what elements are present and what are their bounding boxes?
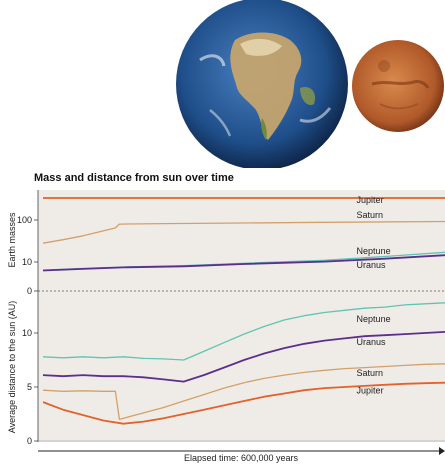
chart-title: Mass and distance from sun over time	[34, 172, 234, 184]
distance-axis-label: Average distance to the sun (AU)	[7, 301, 17, 433]
y-tick-label: 10	[22, 328, 32, 338]
x-axis-arrowhead	[439, 447, 445, 455]
distance-saturn-label: Saturn	[357, 368, 384, 378]
mass-jupiter-label: Jupiter	[357, 195, 384, 205]
y-tick-label: 5	[27, 382, 32, 392]
distance-jupiter-line	[42, 381, 445, 425]
y-tick-label: 10	[22, 257, 32, 267]
chart-background	[38, 190, 445, 442]
mass-uranus-label: Uranus	[357, 260, 387, 270]
y-tick-label: 100	[17, 215, 32, 225]
earth-icon	[176, 0, 348, 168]
planets-illustration	[176, 0, 444, 168]
mass-neptune-label: Neptune	[357, 246, 391, 256]
y-tick-label: 0	[27, 436, 32, 446]
distance-saturn-line	[42, 363, 445, 421]
distance-neptune-line	[42, 302, 445, 361]
distance-uranus-label: Uranus	[357, 337, 387, 347]
mars-icon	[352, 40, 444, 132]
mass-saturn-label: Saturn	[357, 210, 384, 220]
mass-uranus-line	[42, 254, 445, 272]
mass-axis-label: Earth masses	[7, 212, 17, 268]
x-axis-label: Elapsed time: 600,000 years	[184, 453, 299, 463]
distance-uranus-line	[42, 331, 445, 383]
y-tick-label: 0	[27, 286, 32, 296]
mass-saturn-line	[42, 220, 445, 244]
distance-jupiter-label: Jupiter	[357, 385, 384, 395]
distance-neptune-label: Neptune	[357, 314, 391, 324]
